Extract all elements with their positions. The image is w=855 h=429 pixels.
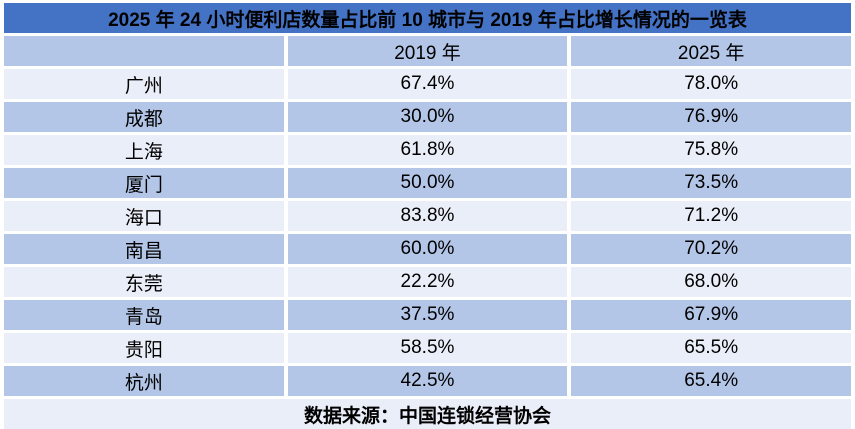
value-2025-cell: 76.9% [571, 102, 851, 132]
city-cell: 杭州 [4, 366, 284, 396]
value-2019-cell: 22.2% [287, 267, 568, 297]
city-cell: 成都 [4, 102, 284, 132]
table-row: 上海 61.8% 75.8% [4, 135, 851, 165]
table-row: 南昌 60.0% 70.2% [4, 234, 851, 264]
city-cell: 青岛 [4, 300, 284, 330]
city-cell: 贵阳 [4, 333, 284, 363]
city-cell: 广州 [4, 69, 284, 99]
value-2025-cell: 73.5% [571, 168, 851, 198]
table-row: 青岛 37.5% 67.9% [4, 300, 851, 330]
data-source-note: 数据来源：中国连锁经营协会 [4, 399, 851, 429]
table-row: 东莞 22.2% 68.0% [4, 267, 851, 297]
value-2025-cell: 68.0% [571, 267, 851, 297]
value-2019-cell: 58.5% [287, 333, 568, 363]
value-2025-cell: 67.9% [571, 300, 851, 330]
value-2019-cell: 50.0% [287, 168, 568, 198]
table-title-row: 2025 年 24 小时便利店数量占比前 10 城市与 2019 年占比增长情况… [4, 3, 851, 33]
city-cell: 东莞 [4, 267, 284, 297]
table-header-row: 2019 年 2025 年 [4, 36, 851, 66]
table-row: 成都 30.0% 76.9% [4, 102, 851, 132]
value-2019-cell: 60.0% [287, 234, 568, 264]
value-2025-cell: 65.5% [571, 333, 851, 363]
value-2025-cell: 71.2% [571, 201, 851, 231]
value-2019-cell: 61.8% [287, 135, 568, 165]
city-cell: 海口 [4, 201, 284, 231]
header-cell-2025: 2025 年 [571, 36, 851, 66]
city-cell: 厦门 [4, 168, 284, 198]
value-2019-cell: 30.0% [287, 102, 568, 132]
header-cell-city [4, 36, 284, 66]
value-2025-cell: 75.8% [571, 135, 851, 165]
value-2019-cell: 37.5% [287, 300, 568, 330]
table-row: 厦门 50.0% 73.5% [4, 168, 851, 198]
table-row: 广州 67.4% 78.0% [4, 69, 851, 99]
header-cell-2019: 2019 年 [287, 36, 568, 66]
table-row: 杭州 42.5% 65.4% [4, 366, 851, 396]
value-2025-cell: 65.4% [571, 366, 851, 396]
city-cell: 上海 [4, 135, 284, 165]
value-2025-cell: 78.0% [571, 69, 851, 99]
value-2025-cell: 70.2% [571, 234, 851, 264]
value-2019-cell: 83.8% [287, 201, 568, 231]
table-source-row: 数据来源：中国连锁经营协会 [4, 399, 851, 429]
table-row: 海口 83.8% 71.2% [4, 201, 851, 231]
value-2019-cell: 67.4% [287, 69, 568, 99]
table-row: 贵阳 58.5% 65.5% [4, 333, 851, 363]
value-2019-cell: 42.5% [287, 366, 568, 396]
table-title: 2025 年 24 小时便利店数量占比前 10 城市与 2019 年占比增长情况… [4, 3, 851, 33]
city-cell: 南昌 [4, 234, 284, 264]
